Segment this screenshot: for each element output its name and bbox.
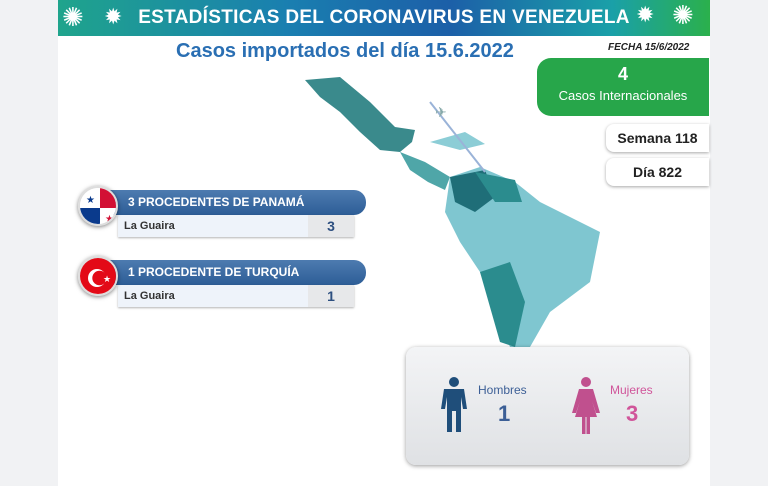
report-date: FECHA 15/6/2022 — [608, 42, 690, 53]
svg-text:★: ★ — [86, 195, 95, 206]
map-venezuela — [475, 172, 522, 202]
state-name: La Guaira — [124, 290, 175, 302]
map-bolivia-argentina — [480, 262, 525, 347]
turkey-flag-icon: ★ — [78, 256, 118, 296]
international-count: 4 — [617, 64, 628, 84]
men-label: Hombres — [478, 383, 527, 397]
virus-icon: ✺ — [672, 0, 694, 30]
women-count: 3 — [626, 401, 639, 426]
day-badge: Día 822 — [606, 158, 709, 186]
origin-title: 1 PROCEDENTE DE TURQUÍA — [100, 260, 366, 285]
map-central-america — [400, 152, 450, 190]
virus-icon: ✹ — [104, 4, 123, 29]
header-banner: ✺ ✹ ✹ ✺ ESTADÍSTICAS DEL CORONAVIRUS EN … — [58, 0, 710, 36]
men-count: 1 — [498, 401, 511, 426]
woman-icon — [572, 377, 600, 434]
virus-icon: ✹ — [636, 2, 655, 27]
map-caribbean — [430, 132, 485, 150]
panama-flag-icon: ★ ★ — [78, 186, 118, 226]
map-mexico — [305, 77, 415, 152]
origin-state-row: La Guaira 3 — [118, 215, 354, 237]
origin-state-row: La Guaira 1 — [118, 285, 354, 307]
state-name: La Guaira — [124, 220, 175, 232]
svg-text:★: ★ — [103, 274, 111, 284]
svg-text:★: ★ — [105, 214, 114, 225]
week-badge: Semana 118 — [606, 124, 709, 152]
international-label: Casos Internacionales — [558, 88, 688, 103]
flight-arrow — [429, 101, 486, 173]
state-count: 3 — [308, 215, 354, 237]
women-label: Mujeres — [610, 383, 653, 397]
virus-icon: ✺ — [62, 2, 84, 32]
state-count: 1 — [308, 285, 354, 307]
map-americas: ✈ — [305, 77, 600, 347]
origin-title: 3 PROCEDENTES DE PANAMÁ — [100, 190, 366, 215]
page-subtitle: Casos importados del día 15.6.2022 — [176, 40, 514, 62]
map-south-america — [445, 167, 600, 347]
airplane-icon: ✈ — [435, 104, 447, 120]
international-cases-badge: 4 Casos Internacionales — [537, 58, 709, 116]
man-icon — [441, 377, 467, 432]
page-title: ESTADÍSTICAS DEL CORONAVIRUS EN VENEZUEL… — [138, 7, 630, 28]
gender-breakdown: Hombres 1 Mujeres 3 — [406, 347, 689, 465]
